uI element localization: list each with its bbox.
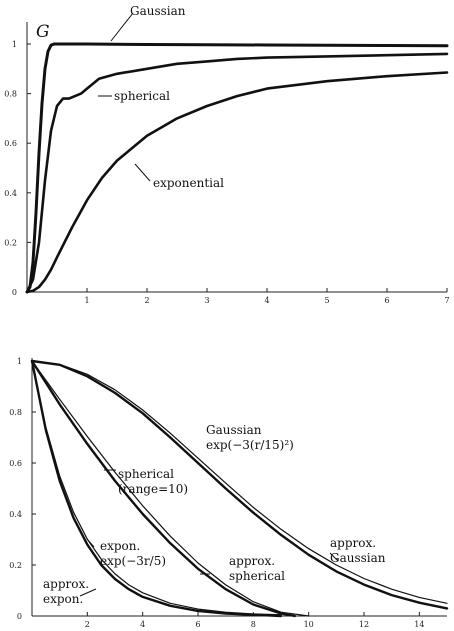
top-x-tick-label: 1 — [84, 296, 89, 305]
annotation-gaussian-exact-line2: exp(−3(r/15)²) — [206, 438, 294, 452]
bottom-series-approx-spherical — [30, 359, 296, 618]
top-x-tick-label: 2 — [144, 296, 149, 305]
annotation-approx-gaussian-line2: Gaussian — [330, 551, 386, 565]
bottom-x-tick-label: 4 — [140, 620, 145, 629]
bottom-axes: 2 4 6 8 10 12 14 0 0.2 0.4 0.6 0.8 1 — [9, 357, 447, 629]
top-y-tick-label: 0 — [12, 288, 17, 297]
bottom-x-tick-label: 12 — [359, 620, 369, 629]
bottom-y-tick-label: 0.6 — [9, 459, 22, 468]
top-x-tick-label: 7 — [444, 296, 449, 305]
top-x-tick-label: 4 — [264, 296, 269, 305]
exponential-leader-line — [134, 163, 151, 182]
bottom-y-tick-label: 1 — [17, 357, 22, 366]
gaussian-leader-line — [110, 12, 134, 42]
bottom-x-tick-label: 6 — [195, 620, 200, 629]
annotation-approx-spherical-line2: spherical — [229, 569, 285, 583]
annotation-spherical-range-line2: (range=10) — [118, 482, 188, 496]
top-y-tick-label: 0.4 — [4, 189, 17, 198]
annotation-exponential: exponential — [153, 176, 224, 190]
top-series-exponential — [25, 71, 449, 294]
bottom-y-tick-label: 0.2 — [9, 561, 22, 570]
annotation-approx-spherical-line1: approx. — [229, 554, 275, 568]
top-y-tick-label: 0.6 — [4, 139, 17, 148]
top-y-tick-label: 0.8 — [4, 90, 17, 99]
bottom-y-tick-label: 0 — [17, 612, 22, 621]
expon-leader-line — [86, 538, 95, 548]
annotation-approx-gaussian-line1: approx. — [330, 536, 376, 550]
approx-expon-leader-line — [79, 588, 97, 597]
annotation-expon-exact-line2: exp(−3r/5) — [100, 554, 166, 568]
top-axes: 1 2 3 4 5 6 7 0 0.2 0.4 0.6 0.8 1 — [4, 22, 450, 305]
annotation-spherical-range-line1: spherical — [118, 467, 174, 481]
bottom-series-gaussian-exp-3-r-15 — [31, 360, 448, 604]
bottom-x-tick-label: 8 — [251, 620, 256, 629]
bottom-x-tick-label: 14 — [414, 620, 424, 629]
annotation-approx-expon-line1: approx. — [43, 577, 89, 591]
top-x-tick-label: 6 — [384, 296, 389, 305]
bottom-curves — [30, 359, 449, 618]
top-series-spherical — [25, 52, 449, 294]
annotation-spherical: spherical — [114, 89, 170, 103]
top-curves — [25, 42, 449, 294]
annotation-approx-expon-line2: expon. — [43, 592, 83, 606]
bottom-chart: 2 4 6 8 10 12 14 0 0.2 0.4 0.6 0.8 1 Gaussian exp(−3… — [9, 357, 449, 629]
annotation-gaussian: Gaussian — [130, 4, 186, 18]
bottom-x-tick-label: 2 — [85, 620, 90, 629]
top-chart: G 1 2 3 4 5 6 7 0 0.2 0.4 0.6 0.8 1 Gaussian spheric… — [4, 4, 449, 305]
approx-gaussian-leader-line — [329, 552, 339, 562]
top-y-tick-label: 1 — [12, 40, 17, 49]
bottom-y-tick-label: 0.8 — [9, 408, 22, 417]
top-y-tick-label: 0.2 — [4, 238, 17, 247]
top-x-tick-label: 3 — [204, 296, 209, 305]
top-series-gaussian — [25, 42, 449, 294]
bottom-x-tick-label: 10 — [304, 620, 314, 629]
bottom-y-tick-label: 0.4 — [9, 510, 22, 519]
bottom-series-approx-gaussian — [30, 359, 449, 610]
bottom-series-expon-exp-3r-5 — [31, 360, 282, 616]
top-y-axis-title: G — [36, 22, 50, 42]
top-x-tick-label: 5 — [324, 296, 329, 305]
annotation-gaussian-exact-line1: Gaussian — [206, 423, 262, 437]
bottom-series-approx-expon — [30, 359, 283, 618]
annotation-expon-exact-line1: expon. — [100, 539, 140, 553]
bottom-series-spherical-range-10 — [31, 360, 310, 617]
